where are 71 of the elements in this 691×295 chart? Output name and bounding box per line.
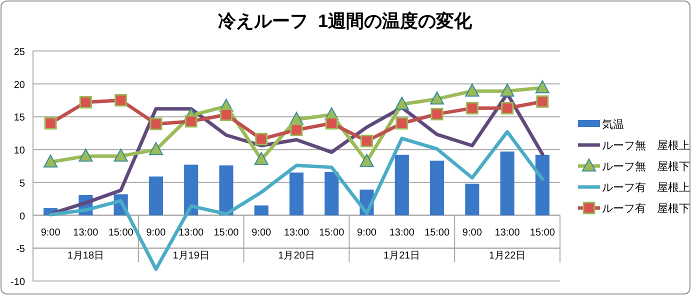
- x-tick-label: 15:00: [214, 227, 240, 238]
- point: [44, 117, 57, 130]
- x-tick-label: 15:00: [319, 227, 345, 238]
- point: [430, 91, 444, 104]
- point: [78, 148, 93, 162]
- bar: [219, 165, 234, 216]
- point: [500, 84, 514, 97]
- bar: [394, 154, 409, 216]
- annotation: 1月21日: [384, 250, 420, 262]
- x-tick-label: 13:00: [494, 227, 520, 238]
- point: [430, 108, 444, 120]
- legend-label: 気温: [602, 119, 624, 131]
- y-tick-label: 5: [19, 178, 26, 190]
- point: [325, 117, 338, 130]
- point: [114, 94, 128, 107]
- point: [290, 124, 303, 136]
- bar: [324, 172, 339, 216]
- bar: [500, 152, 514, 216]
- bar: [430, 160, 444, 216]
- bar: [535, 154, 550, 216]
- x-tick-label: 9:00: [146, 227, 166, 238]
- x-tick-label: 9:00: [462, 227, 482, 238]
- point: [394, 96, 409, 110]
- y-tick-label: -10: [10, 277, 26, 288]
- point: [254, 152, 268, 165]
- y-tick-label: 15: [14, 112, 26, 124]
- x-tick-label: 13:00: [178, 227, 204, 238]
- point: [536, 95, 549, 108]
- point: [184, 115, 198, 128]
- y-tick-label: 10: [14, 146, 26, 157]
- x-tick-label: 13:00: [73, 227, 99, 238]
- bar: [148, 176, 163, 216]
- point: [360, 134, 374, 148]
- x-tick-label: 13:00: [284, 227, 310, 238]
- annotation: 1月18日: [67, 250, 104, 262]
- x-tick-label: 9:00: [40, 227, 61, 238]
- point: [501, 102, 514, 114]
- y-tick-label: 20: [14, 80, 26, 91]
- point: [360, 154, 374, 167]
- legend-label: ルーフ有 屋根上: [602, 181, 690, 194]
- point: [148, 142, 163, 156]
- point: [465, 84, 480, 97]
- bar: [254, 205, 268, 216]
- point: [535, 80, 550, 94]
- point: [44, 154, 58, 168]
- chart-title: 冷えルーフ 1週間の温度の変化: [218, 11, 474, 31]
- x-tick-label: 9:00: [252, 227, 272, 238]
- x-tick-label: 9:00: [357, 227, 377, 238]
- bar: [465, 184, 480, 216]
- point: [220, 108, 232, 121]
- annotation: 1月19日: [172, 250, 210, 262]
- annotation: 1月20日: [278, 250, 315, 262]
- x-tick-label: 15:00: [424, 227, 450, 238]
- y-tick-label: 0: [19, 211, 26, 222]
- point: [150, 118, 162, 130]
- y-tick-label: -5: [16, 244, 26, 256]
- legend-label: ルーフ有 屋根下: [602, 203, 690, 215]
- point: [114, 148, 128, 162]
- x-tick-label: 13:00: [389, 227, 415, 238]
- x-tick-label: 15:00: [530, 227, 556, 238]
- point: [466, 102, 478, 114]
- point: [255, 132, 268, 146]
- point: [396, 117, 408, 130]
- bar: [184, 164, 198, 216]
- point: [79, 96, 92, 109]
- y-tick-label: 25: [14, 47, 26, 58]
- x-tick-label: 15:00: [108, 227, 134, 238]
- bar: [289, 172, 304, 216]
- annotation: 1月22日: [488, 250, 526, 262]
- legend-label: ルーフ無 屋根下: [602, 161, 690, 173]
- legend-label: ルーフ無 屋根上: [602, 139, 690, 152]
